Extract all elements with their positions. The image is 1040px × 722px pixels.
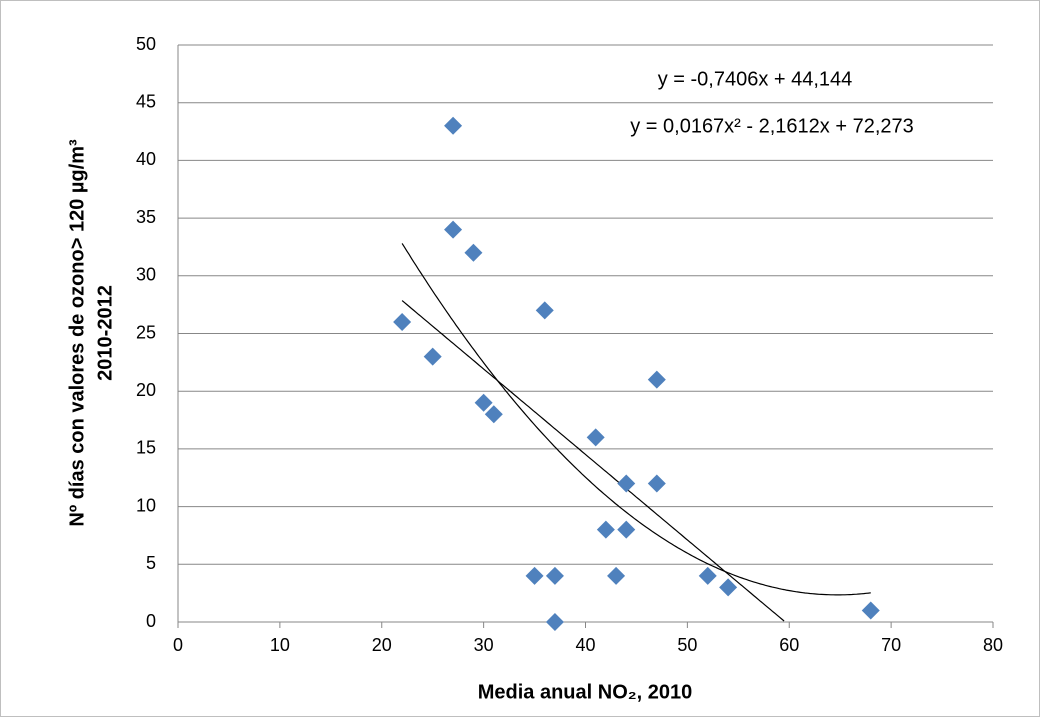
y-tick-label: 25 — [136, 322, 156, 342]
y-tick-label: 40 — [136, 149, 156, 169]
y-tick-label: 20 — [136, 380, 156, 400]
point — [444, 220, 463, 239]
x-tick-label: 70 — [881, 635, 901, 655]
point — [525, 566, 544, 585]
y-axis-label: Nº días con valores de ozono> 120 µg/m³ — [66, 139, 88, 527]
trendline — [401, 243, 871, 596]
point — [596, 520, 615, 539]
x-tick-label: 0 — [173, 635, 183, 655]
y-tick-label: 10 — [136, 495, 156, 515]
point — [423, 347, 442, 366]
x-tick-label: 60 — [779, 635, 799, 655]
y-tick-label: 45 — [136, 91, 156, 111]
x-tick-label: 30 — [474, 635, 494, 655]
point — [393, 312, 412, 331]
point — [647, 474, 666, 493]
point — [484, 405, 503, 424]
y-tick-label: 0 — [146, 611, 156, 631]
trendline-equation: y = -0,7406x + 44,144 — [658, 68, 853, 90]
point — [617, 520, 636, 539]
point — [647, 370, 666, 389]
y-tick-label: 35 — [136, 207, 156, 227]
x-tick-label: 80 — [983, 635, 1003, 655]
point — [464, 243, 483, 262]
y-tick-label: 15 — [136, 438, 156, 458]
x-tick-label: 40 — [575, 635, 595, 655]
y-axis-label: 2010-2012 — [94, 285, 116, 381]
y-tick-label: 30 — [136, 265, 156, 285]
y-tick-label: 50 — [136, 34, 156, 54]
trendline — [401, 300, 785, 622]
point — [545, 566, 564, 585]
trendline-equation: y = 0,0167x² - 2,1612x + 72,273 — [630, 115, 914, 137]
x-tick-label: 10 — [270, 635, 290, 655]
x-tick-label: 50 — [677, 635, 697, 655]
point — [586, 428, 605, 447]
point — [698, 566, 717, 585]
point — [535, 301, 554, 320]
point — [607, 566, 626, 585]
point — [861, 601, 880, 620]
point — [719, 578, 738, 597]
point — [444, 116, 463, 135]
point — [617, 474, 636, 493]
point — [545, 613, 564, 631]
x-tick-label: 20 — [372, 635, 392, 655]
x-axis-label: Media anual NO₂, 2010 — [478, 681, 693, 703]
point — [474, 393, 493, 412]
y-tick-label: 5 — [146, 553, 156, 573]
